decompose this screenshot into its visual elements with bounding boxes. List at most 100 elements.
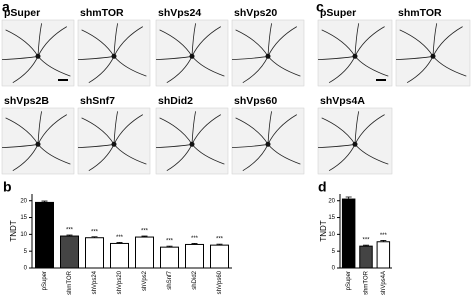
bar bbox=[341, 198, 356, 269]
soma bbox=[189, 53, 195, 59]
neurite bbox=[81, 29, 115, 57]
x-tick-label: shVps4A bbox=[381, 271, 387, 295]
soma bbox=[189, 141, 195, 147]
bar bbox=[185, 243, 204, 269]
neurite bbox=[113, 23, 118, 57]
neurite bbox=[113, 111, 118, 145]
y-axis-label: TNDT bbox=[319, 220, 328, 241]
error-bar bbox=[91, 236, 98, 238]
y-tick-label: 20 bbox=[328, 198, 335, 204]
y-tick-label: 5 bbox=[332, 249, 336, 255]
soma bbox=[352, 141, 358, 147]
x-tick-label: shVps60 bbox=[217, 270, 223, 294]
image-label: shVps4A bbox=[320, 95, 365, 107]
error-bar bbox=[166, 245, 173, 248]
x-tick-label: pSuper bbox=[42, 271, 48, 290]
neurite bbox=[113, 114, 144, 145]
soma bbox=[35, 141, 41, 147]
neurite bbox=[328, 144, 356, 172]
neurite bbox=[159, 29, 193, 57]
image-label: shmTOR bbox=[80, 7, 124, 19]
y-tick-label: 0 bbox=[332, 266, 336, 272]
significance-label: *** bbox=[116, 235, 124, 241]
neurite bbox=[88, 144, 115, 172]
neurite bbox=[267, 26, 298, 57]
neurite bbox=[166, 56, 193, 84]
neurite bbox=[113, 144, 147, 165]
panel-label: d bbox=[318, 179, 327, 195]
neurite bbox=[37, 56, 71, 77]
error-bar bbox=[363, 244, 369, 247]
neurite bbox=[235, 29, 269, 57]
neurite bbox=[113, 56, 147, 77]
neurite bbox=[191, 23, 196, 57]
neurite bbox=[37, 144, 71, 165]
bar bbox=[60, 235, 79, 269]
significance-label: *** bbox=[141, 229, 149, 235]
neurite bbox=[354, 56, 389, 77]
bar bbox=[135, 236, 154, 269]
x-tick-label: shSnf7 bbox=[167, 270, 173, 289]
neurite bbox=[159, 117, 193, 145]
error-bar bbox=[191, 243, 198, 245]
neurite bbox=[354, 26, 385, 57]
neurite bbox=[354, 23, 360, 57]
neurite bbox=[191, 26, 222, 57]
neurite bbox=[12, 144, 39, 172]
y-tick-label: 20 bbox=[20, 198, 27, 204]
error-bar bbox=[216, 243, 223, 246]
x-tick-label: shDid2 bbox=[192, 270, 198, 289]
neurite bbox=[267, 111, 272, 145]
soma bbox=[265, 53, 271, 59]
panel-label: c bbox=[316, 0, 324, 15]
y-tick-label: 10 bbox=[20, 232, 27, 238]
error-bar bbox=[380, 240, 387, 242]
panel-label: b bbox=[3, 179, 12, 195]
x-tick-label: shVps2 bbox=[142, 270, 148, 291]
neurite bbox=[191, 114, 222, 145]
neurite bbox=[267, 114, 298, 145]
neurite bbox=[235, 117, 269, 145]
image-label: shDid2 bbox=[158, 95, 193, 107]
error-bar bbox=[345, 196, 352, 200]
bar bbox=[359, 245, 373, 269]
neurite bbox=[354, 144, 389, 165]
image-label: shVps2B bbox=[4, 95, 49, 107]
significance-label: *** bbox=[66, 228, 74, 234]
neurite bbox=[267, 144, 301, 165]
image-label: shVps60 bbox=[234, 95, 277, 107]
neurite bbox=[242, 56, 269, 84]
y-axis-label: TNDT bbox=[9, 220, 18, 241]
neurite bbox=[37, 23, 42, 57]
bar bbox=[110, 242, 129, 269]
bar bbox=[210, 244, 229, 269]
image-label: shmTOR bbox=[398, 7, 442, 19]
y-tick-label: 0 bbox=[24, 266, 28, 272]
neurite bbox=[5, 117, 39, 145]
neurite bbox=[406, 56, 434, 84]
image-label: shVps20 bbox=[234, 7, 277, 19]
neurite bbox=[399, 29, 434, 57]
soma bbox=[111, 141, 117, 147]
neurite bbox=[267, 23, 272, 57]
soma bbox=[111, 53, 117, 59]
neurite bbox=[191, 56, 225, 77]
y-tick-label: 15 bbox=[20, 215, 27, 221]
significance-label: *** bbox=[216, 237, 224, 243]
neurite bbox=[88, 56, 115, 84]
neurite bbox=[354, 114, 385, 145]
soma bbox=[352, 53, 358, 59]
neurite bbox=[191, 111, 196, 145]
bar bbox=[376, 241, 391, 269]
neurite bbox=[37, 26, 68, 57]
image-label: shVps24 bbox=[158, 7, 201, 19]
y-tick-label: 10 bbox=[328, 232, 335, 238]
error-bar bbox=[66, 234, 73, 237]
y-tick-label: 5 bbox=[24, 249, 28, 255]
soma bbox=[430, 53, 436, 59]
panel-label: a bbox=[2, 0, 10, 15]
error-bar bbox=[141, 235, 148, 238]
bar bbox=[35, 201, 54, 269]
bar bbox=[85, 237, 104, 269]
neurite bbox=[354, 111, 360, 145]
